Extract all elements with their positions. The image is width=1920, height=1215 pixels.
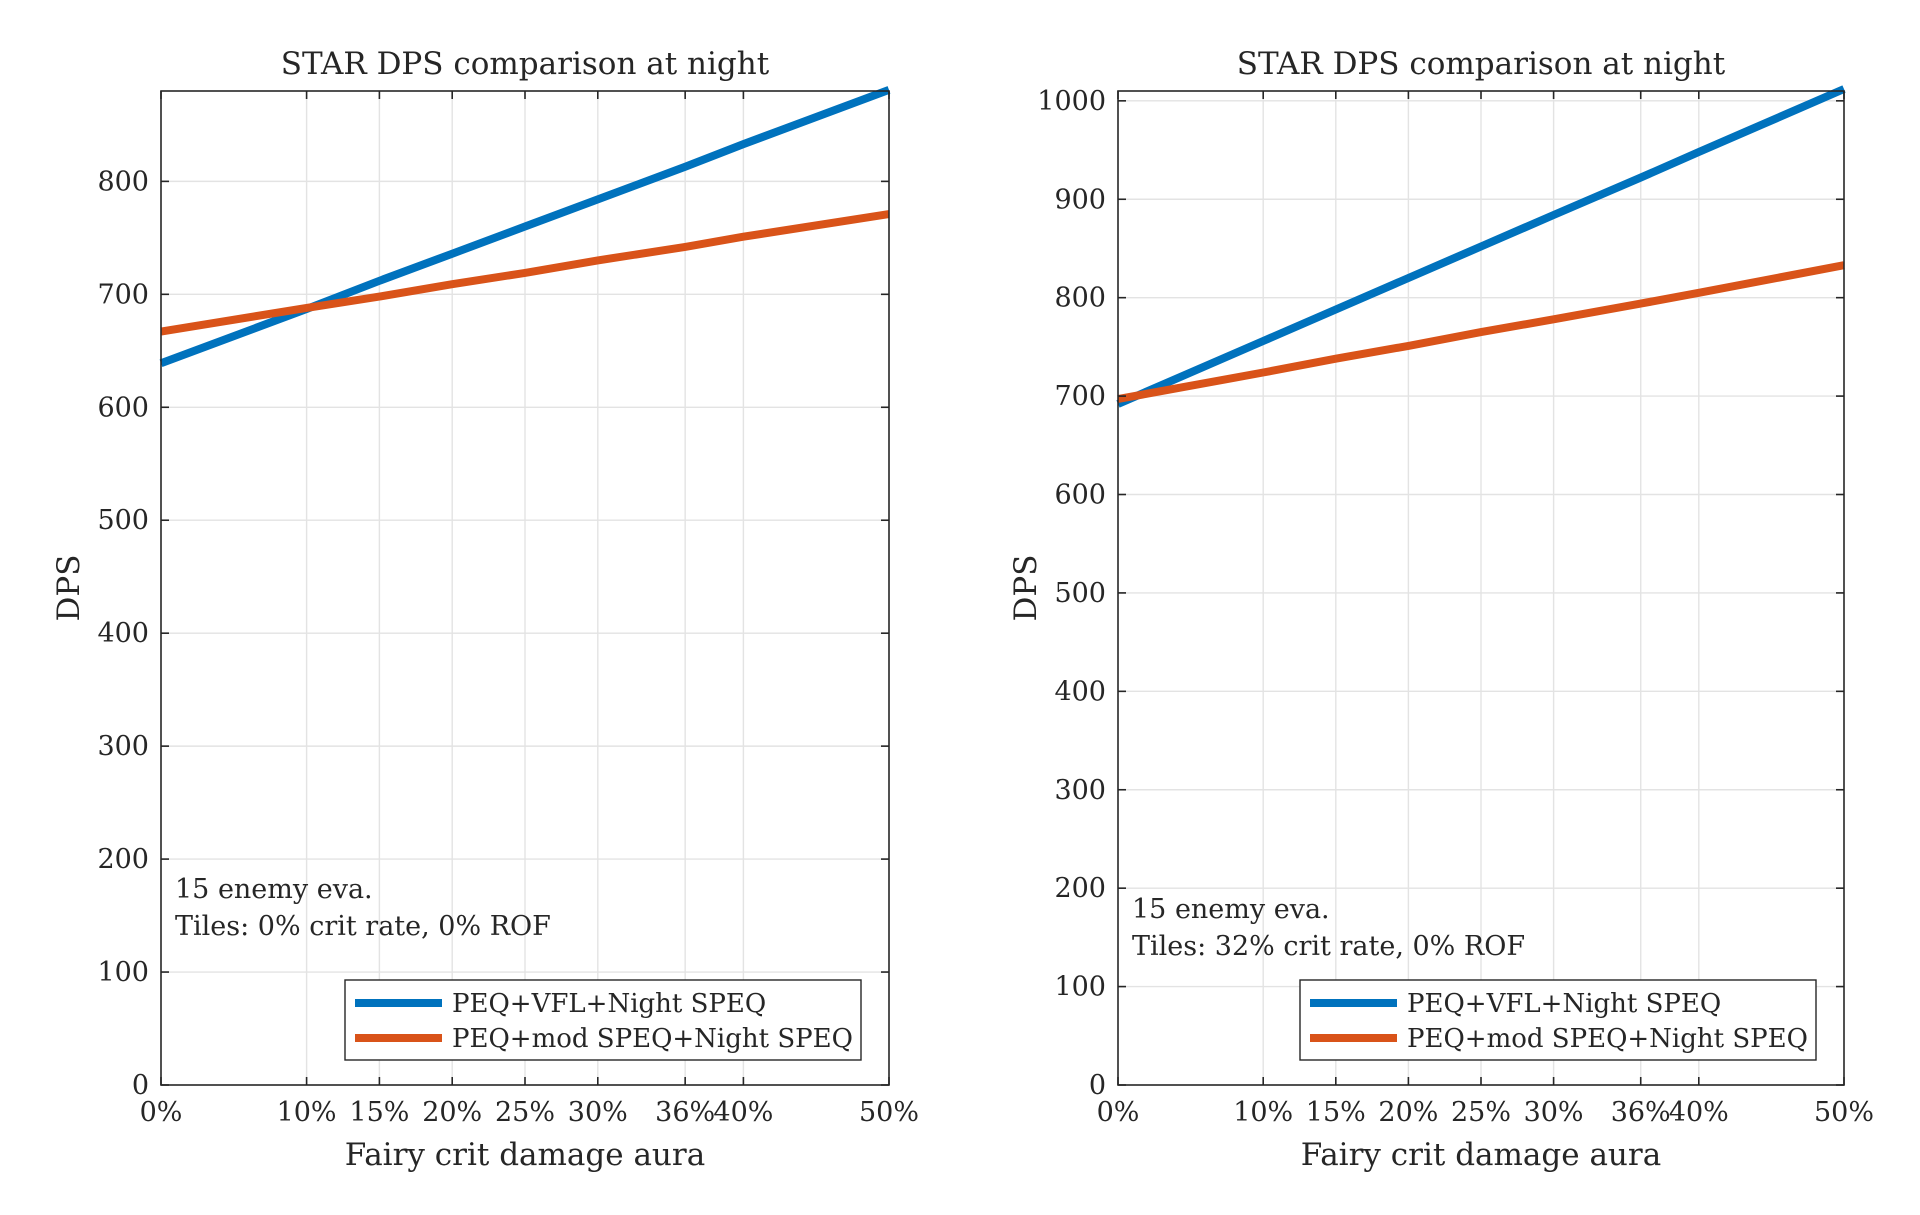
y-tick-label: 300: [1054, 775, 1106, 806]
y-tick-label: 800: [1054, 283, 1106, 314]
chart-title: STAR DPS comparison at night: [1237, 46, 1726, 82]
y-tick-label: 0: [1089, 1070, 1106, 1101]
legend: PEQ+VFL+Night SPEQ PEQ+mod SPEQ+Night SPE…: [344, 979, 862, 1061]
y-tick-label: 100: [97, 957, 149, 988]
y-tick-label: 300: [97, 731, 149, 762]
x-tick-label: 15%: [1306, 1097, 1366, 1128]
y-tick-label: 700: [97, 279, 149, 310]
chart-panel-1: 0% 10% 15% 20% 25% 30% 36%40% 50% 0 100 200 300 400 5…: [51, 46, 919, 1173]
x-tick-label: 25%: [1451, 1097, 1511, 1128]
x-tick-label: 15%: [349, 1097, 409, 1128]
y-tick-label: 400: [1054, 676, 1106, 707]
x-tick-label: 50%: [859, 1097, 919, 1128]
x-tick-label: 25%: [495, 1097, 555, 1128]
chart-title: STAR DPS comparison at night: [281, 46, 770, 82]
legend-entry-2: PEQ+mod SPEQ+Night SPEQ: [1407, 1024, 1808, 1054]
legend-entry-1: PEQ+VFL+Night SPEQ: [452, 989, 766, 1019]
legend-box: [1299, 979, 1817, 1061]
y-axis-label: DPS: [1008, 555, 1044, 622]
x-tick-label: 20%: [1378, 1097, 1438, 1128]
legend: PEQ+VFL+Night SPEQ PEQ+mod SPEQ+Night SPE…: [1299, 979, 1817, 1061]
y-tick-label: 400: [97, 618, 149, 649]
x-tick-label: 0%: [1097, 1097, 1140, 1128]
x-tick-label: 30%: [568, 1097, 628, 1128]
y-tick-label: 0: [132, 1070, 149, 1101]
y-tick-label: 800: [97, 166, 149, 197]
annotation-text: 15 enemy eva.: [1132, 894, 1330, 925]
y-tick-label: 600: [1054, 480, 1106, 511]
x-tick-label: 20%: [422, 1097, 482, 1128]
x-axis-label: Fairy crit damage aura: [345, 1137, 705, 1173]
annotation-text: Tiles: 0% crit rate, 0% ROF: [175, 911, 551, 942]
y-tick-label: 900: [1054, 184, 1106, 215]
chart-panel-2: 0% 10% 15% 20% 25% 30% 36%40% 50% 0 100 200 300 400 5…: [1008, 46, 1874, 1173]
x-tick-label: 10%: [277, 1097, 337, 1128]
annotation-text: 15 enemy eva.: [175, 874, 373, 905]
x-tick-label: 36%: [1611, 1097, 1671, 1128]
legend-entry-2: PEQ+mod SPEQ+Night SPEQ: [452, 1024, 853, 1054]
series-line-2: [1117, 261, 1845, 403]
annotation-text: Tiles: 32% crit rate, 0% ROF: [1132, 931, 1525, 962]
y-axis-label: DPS: [51, 555, 87, 622]
x-tick-label: 10%: [1233, 1097, 1293, 1128]
y-tick-label: 200: [97, 844, 149, 875]
series-line-2: [160, 210, 890, 336]
y-tick-label: 600: [97, 392, 149, 423]
series-line-1: [159, 86, 891, 367]
y-tick-label: 500: [97, 505, 149, 536]
x-axis-label: Fairy crit damage aura: [1301, 1137, 1661, 1173]
legend-entry-1: PEQ+VFL+Night SPEQ: [1407, 989, 1721, 1019]
x-tick-label: 36%: [655, 1097, 715, 1128]
y-tick-label: 1000: [1037, 86, 1106, 117]
x-tick-label: 30%: [1524, 1097, 1584, 1128]
y-tick-label: 200: [1054, 873, 1106, 904]
y-tick-label: 500: [1054, 578, 1106, 609]
x-tick-label: 50%: [1814, 1097, 1874, 1128]
x-tick-label: 40%: [713, 1097, 773, 1128]
series-line-1: [1116, 85, 1846, 408]
legend-box: [344, 979, 862, 1061]
y-tick-label: 100: [1054, 972, 1106, 1003]
x-tick-label: 40%: [1669, 1097, 1729, 1128]
x-tick-label: 0%: [140, 1097, 183, 1128]
y-tick-label: 700: [1054, 381, 1106, 412]
